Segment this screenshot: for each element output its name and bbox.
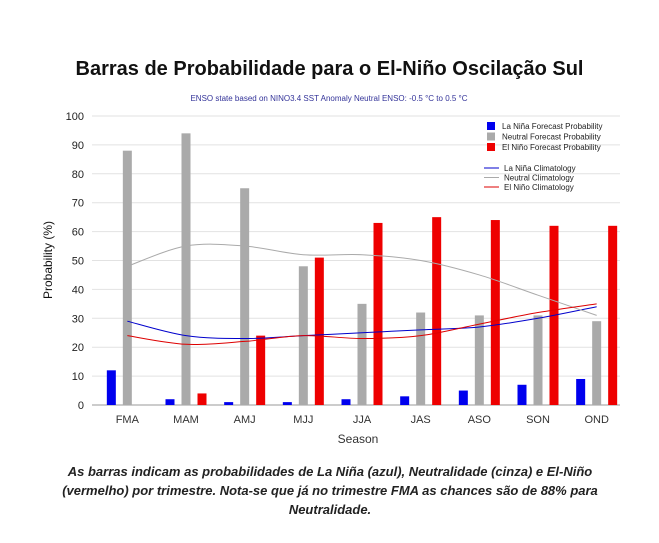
caption: As barras indicam as probabilidades de L…: [62, 464, 598, 517]
bar-la-ni-a-forecast-probability-mjj: [282, 402, 292, 405]
bar-neutral-forecast-probability-amj: [240, 188, 250, 405]
y-tick-label: 80: [72, 169, 84, 181]
bar-el-ni-o-forecast-probability-mam: [197, 393, 207, 405]
y-tick-label: 10: [72, 371, 84, 383]
bar-neutral-forecast-probability-ond: [592, 321, 602, 405]
x-tick-label: AMJ: [234, 414, 256, 426]
y-tick-label: 20: [72, 342, 84, 354]
bar-neutral-forecast-probability-jja: [357, 303, 367, 405]
y-tick-labels: 0 10 20 30 40 50 60 70 80 90 100: [66, 111, 84, 412]
legend-label: Neutral Climatology: [504, 174, 574, 183]
legend-swatch: [487, 143, 495, 151]
legend-label: La Niña Forecast Probability: [502, 122, 603, 131]
x-tick-labels: FMA MAM AMJ MJJ JJA JAS ASO SON OND: [116, 414, 609, 426]
x-tick-label: MJJ: [293, 414, 313, 426]
x-tick-label: JJA: [353, 414, 372, 426]
bar-el-ni-o-forecast-probability-jja: [373, 222, 383, 405]
bars: [106, 133, 618, 405]
legend-label: El Niño Forecast Probability: [502, 143, 601, 152]
legend-label: La Niña Climatology: [504, 164, 576, 173]
bar-el-ni-o-forecast-probability-amj: [256, 335, 266, 405]
legend-swatch: [487, 132, 495, 141]
x-tick-label: OND: [584, 414, 609, 426]
bar-la-ni-a-forecast-probability-jas: [400, 396, 410, 405]
legend-label: Neutral Forecast Probability: [502, 133, 601, 142]
bar-neutral-forecast-probability-son: [533, 315, 543, 405]
bar-neutral-forecast-probability-fma: [122, 150, 132, 405]
bar-neutral-forecast-probability-aso: [474, 315, 484, 405]
y-tick-label: 40: [72, 284, 84, 296]
bar-la-ni-a-forecast-probability-ond: [576, 378, 586, 405]
line-neutral-climatology: [127, 243, 597, 316]
bar-la-ni-a-forecast-probability-amj: [224, 402, 234, 405]
x-tick-label: ASO: [468, 414, 492, 426]
x-axis-label: Season: [338, 432, 379, 446]
x-tick-label: MAM: [173, 414, 199, 426]
y-tick-label: 100: [66, 111, 84, 123]
y-tick-label: 70: [72, 198, 84, 210]
legend: La Niña Forecast Probability Neutral Fore…: [484, 122, 603, 192]
x-tick-label: JAS: [411, 414, 431, 426]
bar-el-ni-o-forecast-probability-aso: [490, 220, 500, 405]
y-tick-label: 60: [72, 227, 84, 239]
y-tick-label: 50: [72, 256, 84, 268]
bar-la-ni-a-forecast-probability-aso: [458, 390, 468, 405]
y-tick-label: 0: [78, 400, 84, 412]
bar-neutral-forecast-probability-mam: [181, 133, 191, 405]
x-tick-label: SON: [526, 414, 550, 426]
bar-neutral-forecast-probability-jas: [416, 312, 426, 405]
bar-la-ni-a-forecast-probability-jja: [341, 399, 351, 405]
y-tick-label: 30: [72, 313, 84, 325]
bar-el-ni-o-forecast-probability-ond: [608, 225, 618, 405]
page-title: Barras de Probabilidade para o El-Niño O…: [75, 58, 584, 80]
legend-label: El Niño Climatology: [504, 183, 574, 192]
bar-la-ni-a-forecast-probability-son: [517, 384, 527, 405]
y-axis-label: Probability (%): [41, 221, 55, 299]
chart-subtitle: ENSO state based on NINO3.4 SST Anomaly …: [190, 94, 467, 103]
legend-swatch: [487, 122, 495, 130]
bar-la-ni-a-forecast-probability-fma: [106, 370, 116, 405]
x-tick-label: FMA: [116, 414, 140, 426]
y-tick-label: 90: [72, 140, 84, 152]
enso-chart: ENSO state based on NINO3.4 SST Anomaly …: [41, 94, 620, 446]
line-la-ni-a-climatology: [127, 306, 597, 340]
bar-el-ni-o-forecast-probability-jas: [432, 217, 442, 405]
bar-la-ni-a-forecast-probability-mam: [165, 399, 175, 405]
climatology-lines: [127, 243, 597, 346]
line-el-ni-o-climatology: [127, 303, 597, 346]
bar-el-ni-o-forecast-probability-mjj: [314, 257, 324, 405]
gridlines: [92, 115, 620, 406]
